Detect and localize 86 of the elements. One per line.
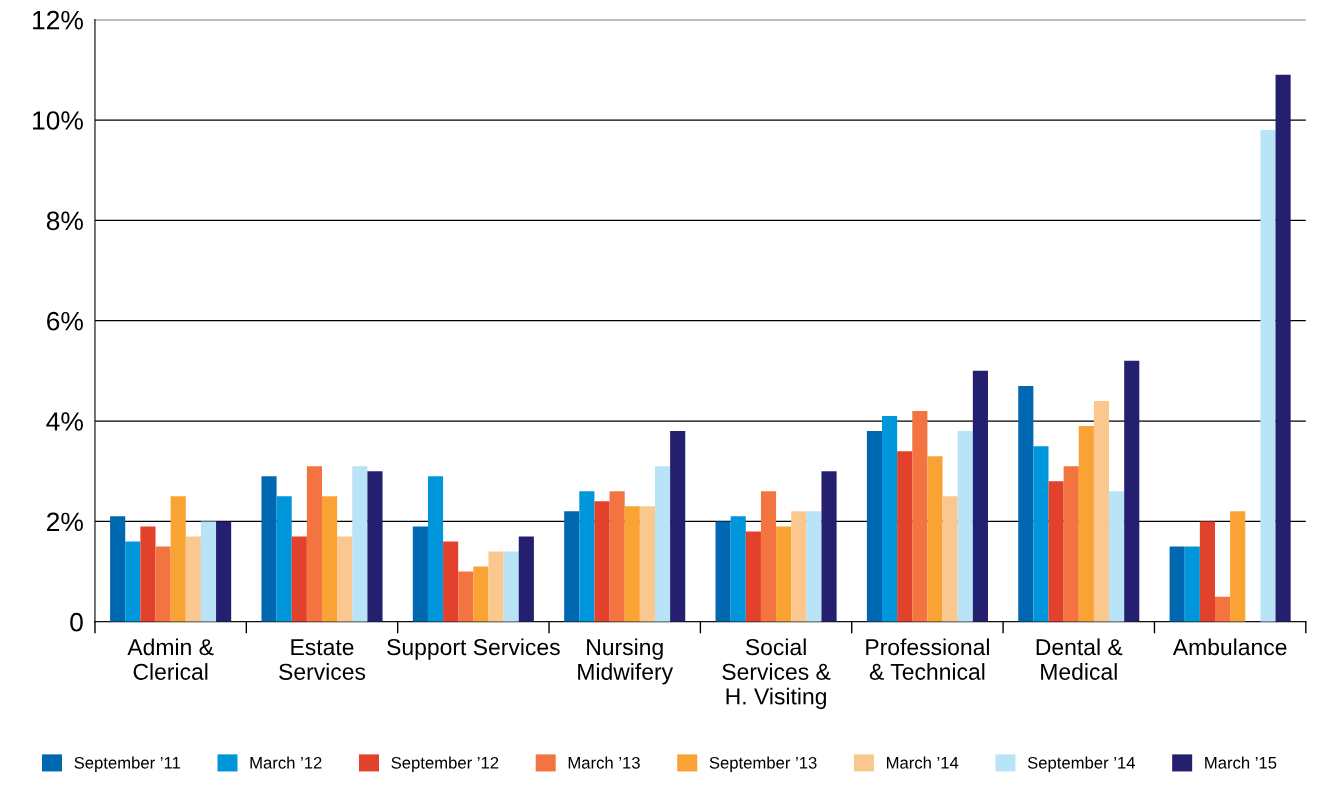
bar — [503, 551, 519, 622]
bar — [1124, 360, 1140, 622]
bar — [1260, 130, 1276, 622]
bar — [170, 496, 186, 622]
bar — [518, 536, 534, 622]
bar — [912, 411, 928, 622]
bar — [760, 491, 777, 622]
bar — [942, 496, 958, 622]
bar — [897, 451, 913, 622]
legend-label: March ’15 — [1205, 756, 1277, 769]
legend-label: March ’13 — [568, 756, 640, 769]
bar — [352, 466, 368, 622]
bar — [730, 516, 746, 622]
x-tick-label: Professional & Technical — [866, 638, 989, 680]
bar — [1199, 521, 1215, 622]
bar — [670, 431, 686, 622]
bar — [488, 551, 504, 622]
bar — [427, 476, 444, 622]
bar — [367, 471, 383, 622]
bar — [322, 496, 338, 622]
bar — [654, 466, 671, 622]
legend-label: September ’14 — [1027, 756, 1136, 772]
bar — [866, 431, 883, 622]
bar — [624, 506, 640, 622]
bar — [1078, 426, 1094, 622]
bar — [639, 506, 655, 622]
bar — [609, 491, 625, 622]
bar — [110, 516, 126, 622]
legend-label: September ’13 — [709, 756, 817, 772]
bar — [1048, 481, 1064, 622]
bar — [185, 536, 201, 622]
bar — [715, 521, 731, 622]
bar — [412, 526, 428, 622]
bar — [957, 431, 973, 622]
bar — [776, 526, 792, 622]
y-tick-label: 8% — [46, 211, 83, 231]
legend-label: March ’14 — [886, 756, 959, 769]
x-tick-label: Admin & Clerical — [127, 638, 214, 680]
y-tick-label: 10% — [33, 111, 83, 130]
x-tick-label: Estate Services — [279, 639, 366, 680]
bar — [276, 496, 292, 622]
bar — [1169, 546, 1185, 622]
y-tick-label: 6% — [47, 311, 83, 331]
bar — [140, 526, 156, 622]
bar — [882, 416, 898, 622]
bar — [155, 546, 171, 622]
x-tick-label: Nursing Midwifery — [578, 638, 674, 685]
legend-label: September ’11 — [74, 756, 181, 772]
bar — [291, 536, 307, 622]
bar — [473, 566, 489, 622]
bar — [261, 476, 277, 622]
x-tick-label: Support Services — [387, 638, 560, 660]
bar — [564, 511, 580, 622]
bar — [1230, 511, 1246, 622]
bar — [443, 541, 459, 622]
bar — [200, 521, 217, 622]
bar — [337, 536, 353, 622]
x-tick-label: Social Services & H. Visiting — [722, 638, 831, 710]
bar — [1215, 596, 1231, 622]
y-tick-label: 4% — [46, 412, 83, 431]
x-tick-label: Dental & Medical — [1036, 638, 1123, 680]
bar — [821, 471, 837, 622]
bar — [806, 511, 822, 622]
bar — [1063, 466, 1079, 622]
bar — [1033, 446, 1049, 622]
bar — [1093, 400, 1110, 622]
x-tick-label: Ambulance — [1172, 638, 1287, 656]
bar — [745, 531, 761, 622]
bar — [306, 466, 322, 622]
bar — [594, 501, 610, 622]
bar — [1184, 546, 1200, 622]
bar — [579, 491, 595, 622]
bar — [1109, 491, 1125, 622]
bar — [1018, 385, 1034, 622]
y-tick-label: 12% — [33, 10, 83, 30]
bar — [972, 370, 988, 622]
bar — [458, 571, 474, 622]
bar — [791, 511, 807, 622]
bar — [125, 541, 141, 622]
y-tick-label: 2% — [47, 512, 83, 532]
y-tick-label: 0 — [70, 612, 83, 632]
bar — [927, 456, 943, 622]
legend-label: September ’12 — [391, 756, 499, 772]
legend-label: March ’12 — [250, 756, 322, 769]
bar — [1275, 74, 1291, 622]
bar — [216, 521, 232, 622]
